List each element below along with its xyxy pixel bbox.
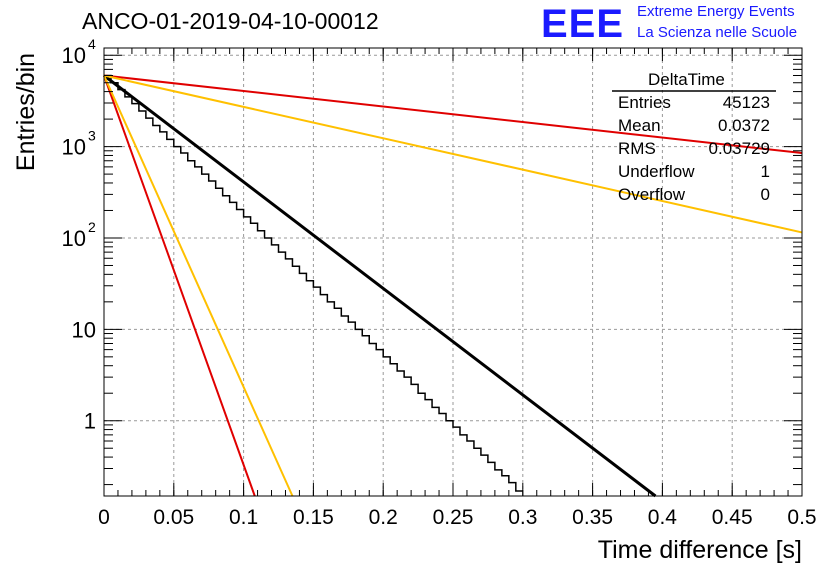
stats-box-title: DeltaTime	[648, 70, 725, 89]
histogram-steps	[104, 74, 523, 492]
x-tick-label: 0.2	[369, 506, 398, 529]
x-tick-label: 0	[98, 506, 110, 529]
series-line	[103, 74, 803, 155]
eee-logo: EEE	[541, 2, 625, 46]
chart-title: ANCO-01-2019-04-10-00012	[82, 8, 379, 34]
series-line	[103, 75, 256, 497]
x-tick-label: 0.1	[229, 506, 258, 529]
logo-subtitle-line1: Extreme Energy Events	[637, 3, 795, 20]
stat-label-mean: Mean	[618, 116, 661, 135]
y-axis-label: Entries/bin	[12, 53, 40, 171]
y-tick-exponent: 2	[88, 219, 96, 235]
series-line	[103, 75, 294, 497]
x-tick-label: 0.35	[572, 506, 613, 529]
y-tick-label: 10	[62, 43, 86, 68]
series-line	[103, 74, 657, 498]
stat-label-overflow: Overflow	[618, 185, 686, 204]
x-tick-label: 0.05	[153, 506, 194, 529]
y-tick-label: 10	[62, 226, 86, 251]
y-tick-exponent: 4	[88, 36, 96, 52]
y-tick-label: 10	[72, 317, 96, 342]
x-axis-label: Time difference [s]	[598, 536, 802, 564]
x-tick-label: 0.45	[712, 506, 753, 529]
stat-value-entries: 45123	[722, 93, 770, 112]
stat-label-entries: Entries	[618, 93, 671, 112]
logo-subtitle-line2: La Scienza nelle Scuole	[637, 24, 798, 41]
stat-label-underflow: Underflow	[618, 162, 695, 181]
stat-value-overflow: 0	[760, 185, 770, 204]
stat-value-rms: 0.03729	[708, 139, 770, 158]
plot-frame	[103, 47, 803, 497]
x-tick-label: 0.4	[648, 506, 678, 529]
x-tick-label: 0.15	[293, 506, 334, 529]
x-tick-label: 0.25	[433, 506, 474, 529]
x-tick-label: 0.3	[508, 506, 537, 529]
y-tick-label: 10	[62, 135, 86, 160]
y-tick-exponent: 3	[88, 128, 96, 144]
stat-label-rms: RMS	[618, 139, 656, 158]
series-line	[103, 74, 803, 234]
stat-value-mean: 0.0372	[718, 116, 770, 135]
y-tick-label: 1	[84, 409, 96, 434]
stat-value-underflow: 1	[760, 162, 770, 181]
x-tick-label: 0.5	[787, 506, 816, 529]
